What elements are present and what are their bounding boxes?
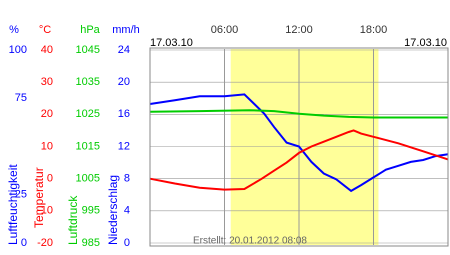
- axis-label: Luftfeuchtigkeit: [6, 164, 20, 245]
- y-tick-label: 995: [82, 205, 100, 217]
- axis-label: Niederschlag: [106, 175, 120, 245]
- y-tick-label: 16: [118, 108, 130, 120]
- y-tick-label: 1025: [76, 108, 100, 120]
- axis-label: Temperatur: [32, 167, 46, 228]
- y-tick-label: 12: [118, 140, 130, 152]
- y-tick-label: -10: [37, 205, 53, 217]
- y-tick-label: 10: [41, 140, 53, 152]
- y-tick-label: 40: [41, 44, 53, 56]
- y-tick-label: 20: [118, 76, 130, 88]
- y-tick-label: 100: [9, 44, 27, 56]
- line-series: [149, 109, 448, 119]
- y-tick-label: 1005: [76, 173, 100, 185]
- y-tick-label: 8: [124, 173, 130, 185]
- axis-label: Luftdruck: [66, 195, 80, 245]
- axis-unit: %: [9, 24, 19, 36]
- y-tick-label: 30: [41, 76, 53, 88]
- axis-unit: mm/h: [112, 24, 140, 36]
- line-series: [149, 129, 449, 191]
- y-tick-label: 0: [47, 173, 53, 185]
- y-tick-label: 1015: [76, 140, 100, 152]
- y-tick-label: 0: [21, 237, 27, 249]
- axis-unit: °C: [39, 24, 51, 36]
- footer: Erstellt: 20.01.2012 08:08: [193, 236, 307, 247]
- date-right: 17.03.10: [404, 37, 447, 49]
- x-tick-label: 06:00: [211, 24, 239, 36]
- y-tick-label: 20: [41, 108, 53, 120]
- x-tick-label: 12:00: [285, 24, 313, 36]
- y-tick-label: 1045: [76, 44, 100, 56]
- axis-unit: hPa: [80, 24, 100, 36]
- y-tick-label: 1035: [76, 76, 100, 88]
- y-tick-label: 24: [118, 44, 130, 56]
- y-tick-label: 4: [124, 205, 130, 217]
- date-left: 17.03.10: [150, 37, 193, 49]
- y-tick-label: 25: [15, 189, 27, 201]
- y-tick-label: 0: [124, 237, 130, 249]
- daylight: [230, 49, 379, 245]
- x-tick-label: 18:00: [360, 24, 388, 36]
- y-tick-label: 75: [15, 92, 27, 104]
- y-tick-label: 985: [82, 237, 100, 249]
- line-series: [149, 93, 449, 193]
- y-tick-label: -20: [37, 237, 53, 249]
- plot-area: [149, 47, 449, 247]
